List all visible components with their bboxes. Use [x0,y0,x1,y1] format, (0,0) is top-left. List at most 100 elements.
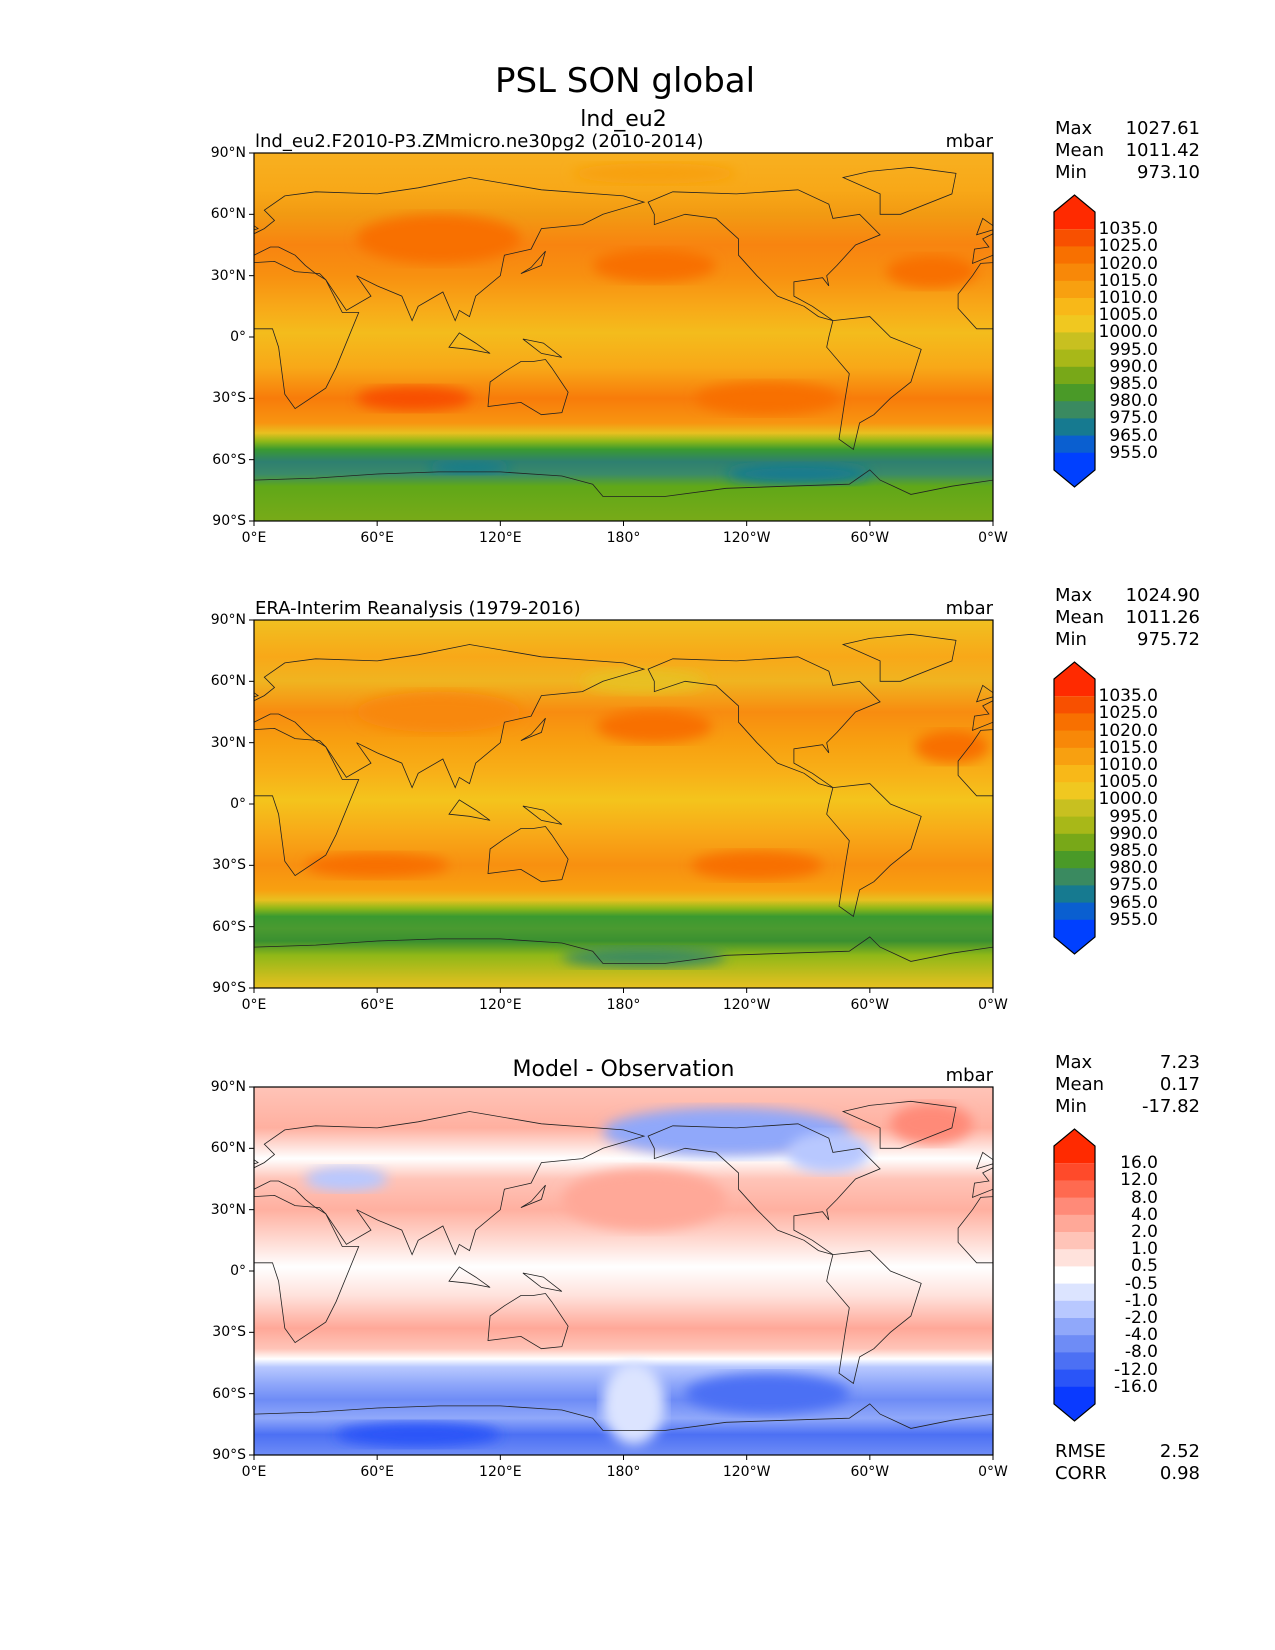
colorbar-segment [1054,332,1095,351]
colorbar-label: 8.0 [1130,1187,1158,1208]
colorbar-label: 985.0 [1109,374,1158,394]
coastline [254,644,646,789]
coastline [448,332,491,354]
coastline [975,684,993,703]
coastline [826,783,922,918]
map-2 [0,620,1275,988]
colorbar-segment [1054,885,1095,904]
lat-tick-label: 90°N [210,1079,246,1095]
pressure-contour [428,461,511,474]
coastline [1227,360,1275,415]
stat-value-min: -17.82 [1141,1096,1200,1117]
stat-value-max: 1024.90 [1125,585,1200,606]
lon-tick-label: 60°E [360,530,394,546]
colorbar-label: 4.0 [1130,1204,1158,1225]
colorbar-segment [1054,868,1095,886]
lon-tick-label: 60°W [850,997,890,1013]
coastline [522,1272,563,1292]
colorbar-label: 965.0 [1109,425,1158,446]
coastline [88,784,183,917]
pressure-contour [561,1168,727,1231]
colorbar-segment [1054,246,1095,265]
coastline [88,317,183,450]
colorbar-label: 965.0 [1109,892,1158,913]
stat-label: Mean [1055,1074,1105,1095]
coastline [520,1184,546,1208]
colorbar-segment [1054,713,1095,732]
coastline [1262,339,1275,357]
colorbar-segment [1054,435,1095,454]
colorbar-extend-min [1054,919,1095,954]
lon-tick-label: 60°E [360,1464,394,1480]
figure-title: PSL SON global [494,61,756,101]
colorbar-label: 1005.0 [1098,305,1158,326]
lat-tick-label: 90°N [210,612,246,628]
pressure-contour [602,1363,665,1445]
colorbar-segment [1054,1163,1095,1181]
stat-label: Mean [1055,607,1105,628]
stat-value-max: 7.23 [1159,1052,1200,1073]
colorbar-extend-min [1054,452,1095,487]
coastline [88,1251,183,1384]
colorbar-label: 16.0 [1120,1153,1158,1174]
colorbar-label: 975.0 [1109,408,1158,429]
coastline [254,1111,646,1256]
lon-tick-label: 0°E [241,1464,267,1480]
colorbar-label: 995.0 [1109,339,1158,360]
colorbar-label: -1.0 [1124,1290,1158,1311]
colorbar-segment [1054,1266,1095,1285]
coastline [0,190,141,321]
colorbar-label: 955.0 [1109,442,1158,463]
coastline [522,805,563,825]
pressure-contour [726,463,870,485]
lat-tick-label: 90°S [212,1447,246,1463]
colorbar-label: 1025.0 [1098,236,1158,257]
coastline [1260,251,1275,274]
coastline [1260,718,1275,741]
lat-tick-label: 0° [230,796,246,812]
colorbar-label: 1025.0 [1098,703,1158,724]
lon-tick-label: 120°W [722,1464,771,1480]
colorbar-label: -12.0 [1114,1359,1158,1380]
colorbar-segment [1054,1249,1095,1267]
coastline [487,826,569,883]
colorbar-segment [1054,730,1095,749]
colorbar-label: -4.0 [1124,1325,1158,1346]
stat-value-max: 1027.61 [1125,118,1200,139]
pressure-contour [914,730,989,764]
pressure-contour [582,669,706,694]
lat-tick-label: 60°N [210,206,246,223]
stat-value-rmse: 2.52 [1159,1441,1200,1462]
lat-tick-label: 90°S [212,980,246,996]
colorbar-segment [1054,384,1095,402]
coastline [841,166,957,215]
lon-tick-label: 180° [606,997,641,1013]
colorbar-segment [1054,833,1095,852]
colorbar-segment [1054,315,1095,333]
coastline [841,633,957,682]
colorbar-label: 980.0 [1109,858,1158,879]
pressure-contour [787,1131,870,1173]
stat-value-mean: 1011.26 [1125,607,1200,628]
coastline [992,479,993,521]
lat-tick-label: 30°S [212,1324,246,1341]
colorbar-segment [1054,1335,1095,1353]
colorbar-label: 1000.0 [1098,789,1158,810]
colorbar-label: 1035.0 [1098,219,1158,240]
colorbar-segment [1054,1197,1095,1216]
coastline [487,359,569,416]
panel-left-title: ERA-Interim Reanalysis (1979-2016) [255,598,581,619]
coastline [254,469,993,521]
lat-tick-label: 90°N [210,145,246,161]
lon-tick-label: 120°W [722,530,771,546]
stat-label: CORR [1055,1463,1107,1484]
coastline [254,260,360,410]
colorbar-label: 1010.0 [1098,288,1158,308]
stat-label: Min [1055,629,1087,650]
colorbar-segment [1054,799,1095,818]
stat-value-mean: 1011.42 [1125,140,1200,161]
colorbar-segment [1054,1214,1095,1233]
coastline [254,177,646,322]
coastline [0,657,141,788]
